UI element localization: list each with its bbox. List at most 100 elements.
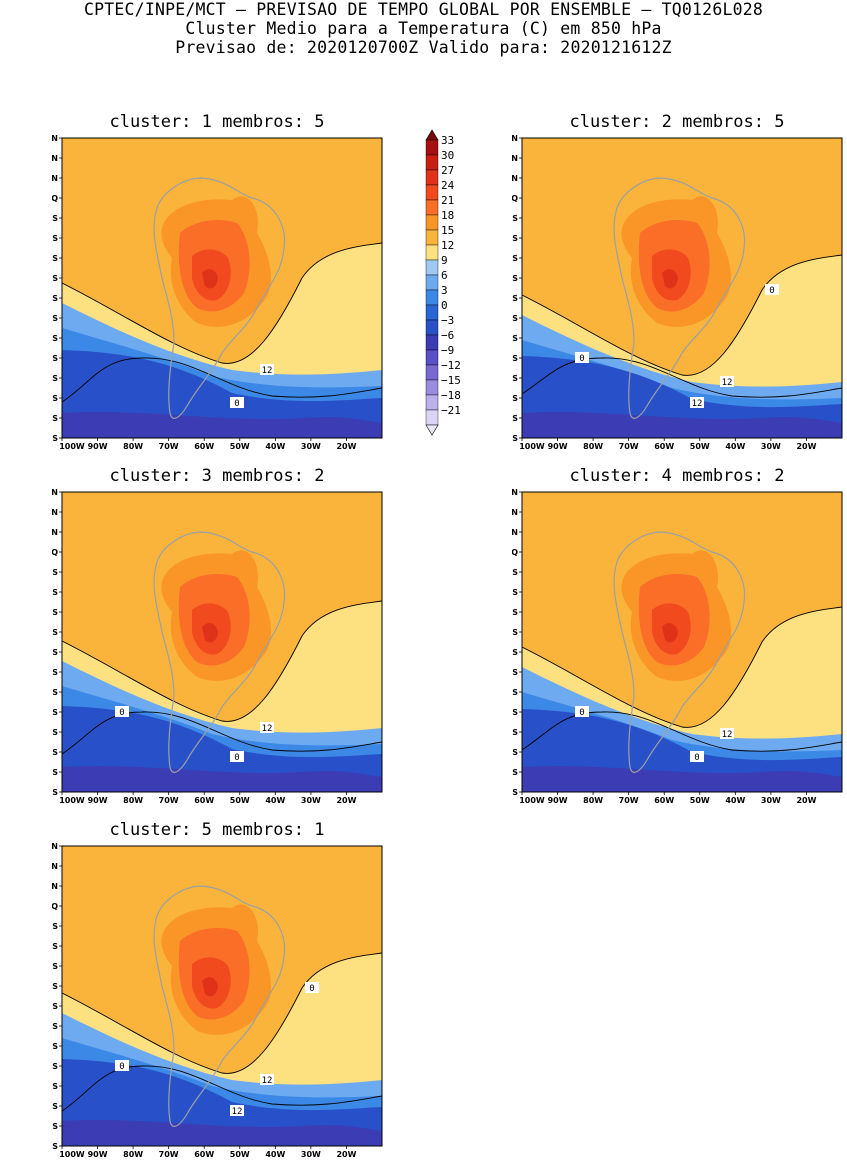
lon-tick-label: 80W [583,796,603,805]
lat-tick-label: 5S [512,568,518,577]
lat-tick-label: 10N [52,862,58,871]
lon-tick-label: 20W [336,442,356,451]
contour-label-text: 12 [722,378,733,388]
lon-tick-label: 20W [336,796,356,805]
contour-12 [62,242,382,364]
contour-label-text: 0 [579,708,584,718]
lat-tick-label: 15S [52,962,58,971]
lat-tick-label: 25S [52,1002,58,1011]
contour-12 [522,606,842,728]
lat-tick-label: 50S [52,394,58,403]
contour-label: 12 [260,722,274,734]
lat-tick-label: 60S [52,434,58,443]
lat-tick-label: 10N [512,154,518,163]
contour-0 [522,711,842,752]
lat-tick-label: 40S [52,1062,58,1071]
isotherm-region-minus6 [62,411,382,438]
contour-label-text: 12 [232,1107,243,1117]
coastline [153,177,286,419]
contour-label: 0 [230,751,244,763]
colorbar-level-label: 21 [441,194,454,207]
contour-0 [522,357,842,398]
map-panel-cluster-2: cluster: 2 membros: 5 12 12 0 0 15N 10N 5N EQ 5S… [512,112,843,451]
colorbar-swatch [425,289,439,306]
contour-label: 12 [720,376,734,388]
contour-label: 0 [765,284,779,296]
lat-tick-label: 60S [52,1142,58,1151]
colorbar-swatch [425,169,439,186]
lon-tick-label: 50W [230,1150,250,1159]
lon-tick-label: 50W [690,796,710,805]
map-panel-cluster-3: cluster: 3 membros: 2 12 0 0 15N 10N 5N EQ 5S 10… [52,466,383,805]
isotherm-region-minus6 [522,411,842,438]
lon-tick-label: 100W [59,796,85,805]
coastline [613,177,746,419]
colorbar-swatch [425,259,439,276]
contour-label-text: 12 [692,399,703,409]
lon-tick-label: 40W [265,1150,285,1159]
contour-label-text: 0 [769,286,774,296]
isotherm-region-minus6 [522,765,842,792]
lon-tick-label: 100W [519,796,545,805]
colorbar-level-label: 6 [441,269,448,282]
lat-tick-label: 30S [512,314,518,323]
colorbar-swatch [425,229,439,246]
colorbar-level-label: 33 [441,134,454,147]
lat-tick-label: 10N [52,508,58,517]
colorbar-swatch [425,274,439,291]
lon-tick-label: 40W [265,796,285,805]
lat-tick-label: 5S [52,214,58,223]
colorbar-min-triangle [425,424,439,436]
colorbar-level-label: −15 [441,374,461,387]
isotherm-region-27 [202,977,218,997]
colorbar-swatch [425,244,439,261]
map-panel-cluster-4: cluster: 4 membros: 2 12 0 0 15N 10N 5N EQ 5S 10… [512,466,843,805]
panel-title: cluster: 1 membros: 5 [109,112,325,132]
lat-tick-label: 60S [52,788,58,797]
header-line-1: CPTEC/INPE/MCT – PREVISAO DE TEMPO GLOBA… [84,0,763,19]
colorbar-swatch [425,139,439,156]
colorbar-level-label: 30 [441,149,454,162]
lat-tick-label: 15N [52,134,58,143]
lat-tick-label: 15N [512,134,518,143]
map-panel-cluster-1: cluster: 1 membros: 5 12 0 15N 10N 5N EQ 5S 10S… [52,112,383,451]
map-frame [61,491,383,793]
colorbar-level-label: −12 [441,359,461,372]
coastline [153,885,286,1127]
lat-tick-label: 45S [512,728,518,737]
colorbar-swatch [425,304,439,321]
lat-tick-label: EQ [52,548,58,557]
lat-tick-label: 5N [52,882,58,891]
colorbar-swatch [425,409,439,426]
lat-tick-label: 10S [512,588,518,597]
lon-tick-label: 70W [619,442,639,451]
contour-label: 0 [690,751,704,763]
contour-0 [62,1065,382,1112]
contour-label-text: 12 [262,1076,273,1086]
lon-tick-label: 40W [725,796,745,805]
colorbar-level-label: 27 [441,164,454,177]
map-frame [521,137,843,439]
lon-tick-label: 60W [194,442,214,451]
lat-tick-label: 25S [52,648,58,657]
lon-tick-label: 90W [88,442,108,451]
colorbar-level-label: 24 [441,179,455,192]
lat-tick-label: 55S [52,768,58,777]
contour-12 [522,254,842,376]
lat-tick-label: 50S [52,1102,58,1111]
lon-tick-label: 60W [654,442,674,451]
lat-tick-label: 20S [52,274,58,283]
contour-12 [62,952,382,1074]
lon-tick-label: 30W [761,442,781,451]
colorbar-level-label: 0 [441,299,448,312]
colorbar-level-label: 3 [441,284,448,297]
lon-tick-label: 30W [301,442,321,451]
lat-tick-label: 30S [512,668,518,677]
lon-tick-label: 100W [59,1150,85,1159]
lat-tick-label: 10N [52,154,58,163]
lon-tick-label: 40W [725,442,745,451]
lon-tick-label: 70W [159,442,179,451]
colorbar-swatch [425,394,439,411]
lat-tick-label: 35S [52,334,58,343]
lat-tick-label: 5S [512,214,518,223]
